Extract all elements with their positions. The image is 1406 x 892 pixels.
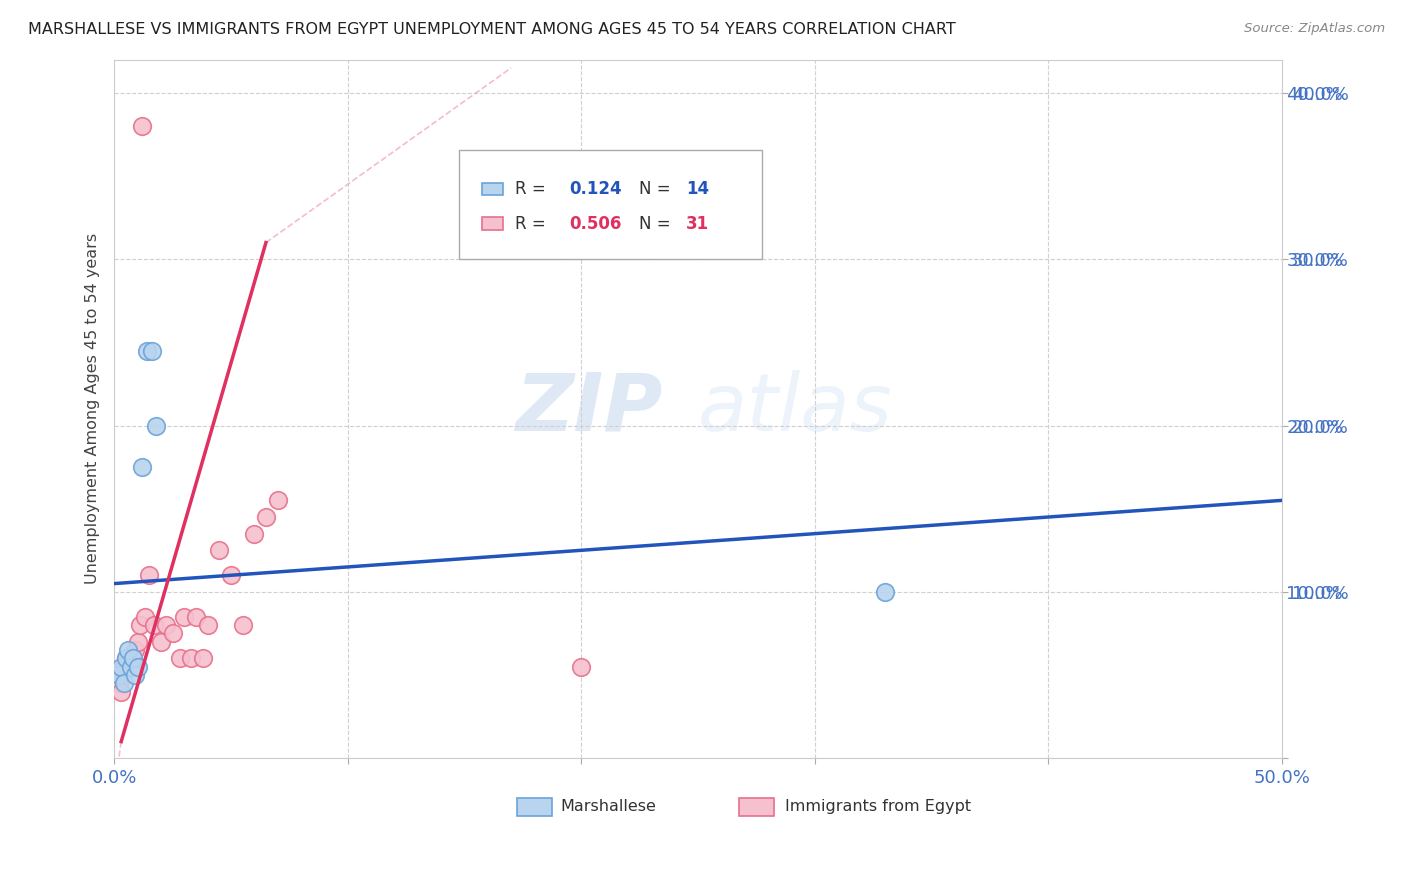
Point (128, 618, 150, 632)
Point (145, 418, 167, 433)
Point (105, 668, 128, 682)
Point (127, 659, 149, 673)
Point (169, 651, 191, 665)
Point (115, 651, 138, 665)
Text: Source: ZipAtlas.com: Source: ZipAtlas.com (1244, 22, 1385, 36)
Point (108, 668, 131, 682)
Point (135, 343, 157, 358)
Point (117, 659, 139, 673)
Text: 31: 31 (686, 215, 709, 233)
Point (232, 618, 254, 632)
Point (208, 543, 231, 558)
Bar (482, 218, 503, 230)
Point (149, 635, 172, 649)
Point (134, 610, 156, 624)
Text: ZIP: ZIP (516, 370, 662, 448)
Bar (482, 183, 503, 195)
Text: N =: N = (640, 215, 676, 233)
Point (219, 568, 242, 582)
Text: atlas: atlas (697, 370, 893, 448)
Point (131, 119, 153, 133)
Text: N =: N = (640, 180, 676, 198)
Point (173, 610, 195, 624)
FancyBboxPatch shape (458, 151, 762, 259)
Point (155, 618, 177, 632)
Text: MARSHALLESE VS IMMIGRANTS FROM EGYPT UNEMPLOYMENT AMONG AGES 45 TO 54 YEARS CORR: MARSHALLESE VS IMMIGRANTS FROM EGYPT UNE… (28, 22, 956, 37)
Point (191, 651, 214, 665)
Point (197, 618, 219, 632)
Bar (738, 798, 773, 815)
Point (243, 526, 266, 541)
Text: R =: R = (515, 180, 551, 198)
Point (138, 568, 160, 582)
Point (120, 659, 142, 673)
Y-axis label: Unemployment Among Ages 45 to 54 years: Unemployment Among Ages 45 to 54 years (86, 234, 100, 584)
Point (121, 659, 143, 673)
Point (124, 668, 146, 682)
Point (110, 684, 132, 698)
Text: Marshallese: Marshallese (560, 799, 657, 814)
Point (141, 343, 163, 358)
Text: R =: R = (515, 215, 551, 233)
Point (127, 635, 149, 649)
Point (112, 659, 135, 673)
Point (115, 651, 138, 665)
Point (254, 510, 277, 524)
Point (569, 659, 592, 673)
Point (112, 676, 135, 690)
Point (120, 651, 142, 665)
Point (124, 643, 146, 657)
Point (108, 676, 131, 690)
Point (142, 618, 165, 632)
Point (873, 585, 896, 599)
Point (184, 610, 207, 624)
Text: 0.506: 0.506 (569, 215, 621, 233)
Point (121, 651, 143, 665)
Point (117, 643, 139, 657)
Point (266, 493, 288, 508)
Text: Immigrants from Egypt: Immigrants from Egypt (786, 799, 972, 814)
Point (110, 659, 132, 673)
Point (131, 460, 153, 475)
Point (162, 626, 184, 640)
Point (180, 651, 202, 665)
Text: 14: 14 (686, 180, 709, 198)
Bar (517, 798, 553, 815)
Text: 0.124: 0.124 (569, 180, 621, 198)
